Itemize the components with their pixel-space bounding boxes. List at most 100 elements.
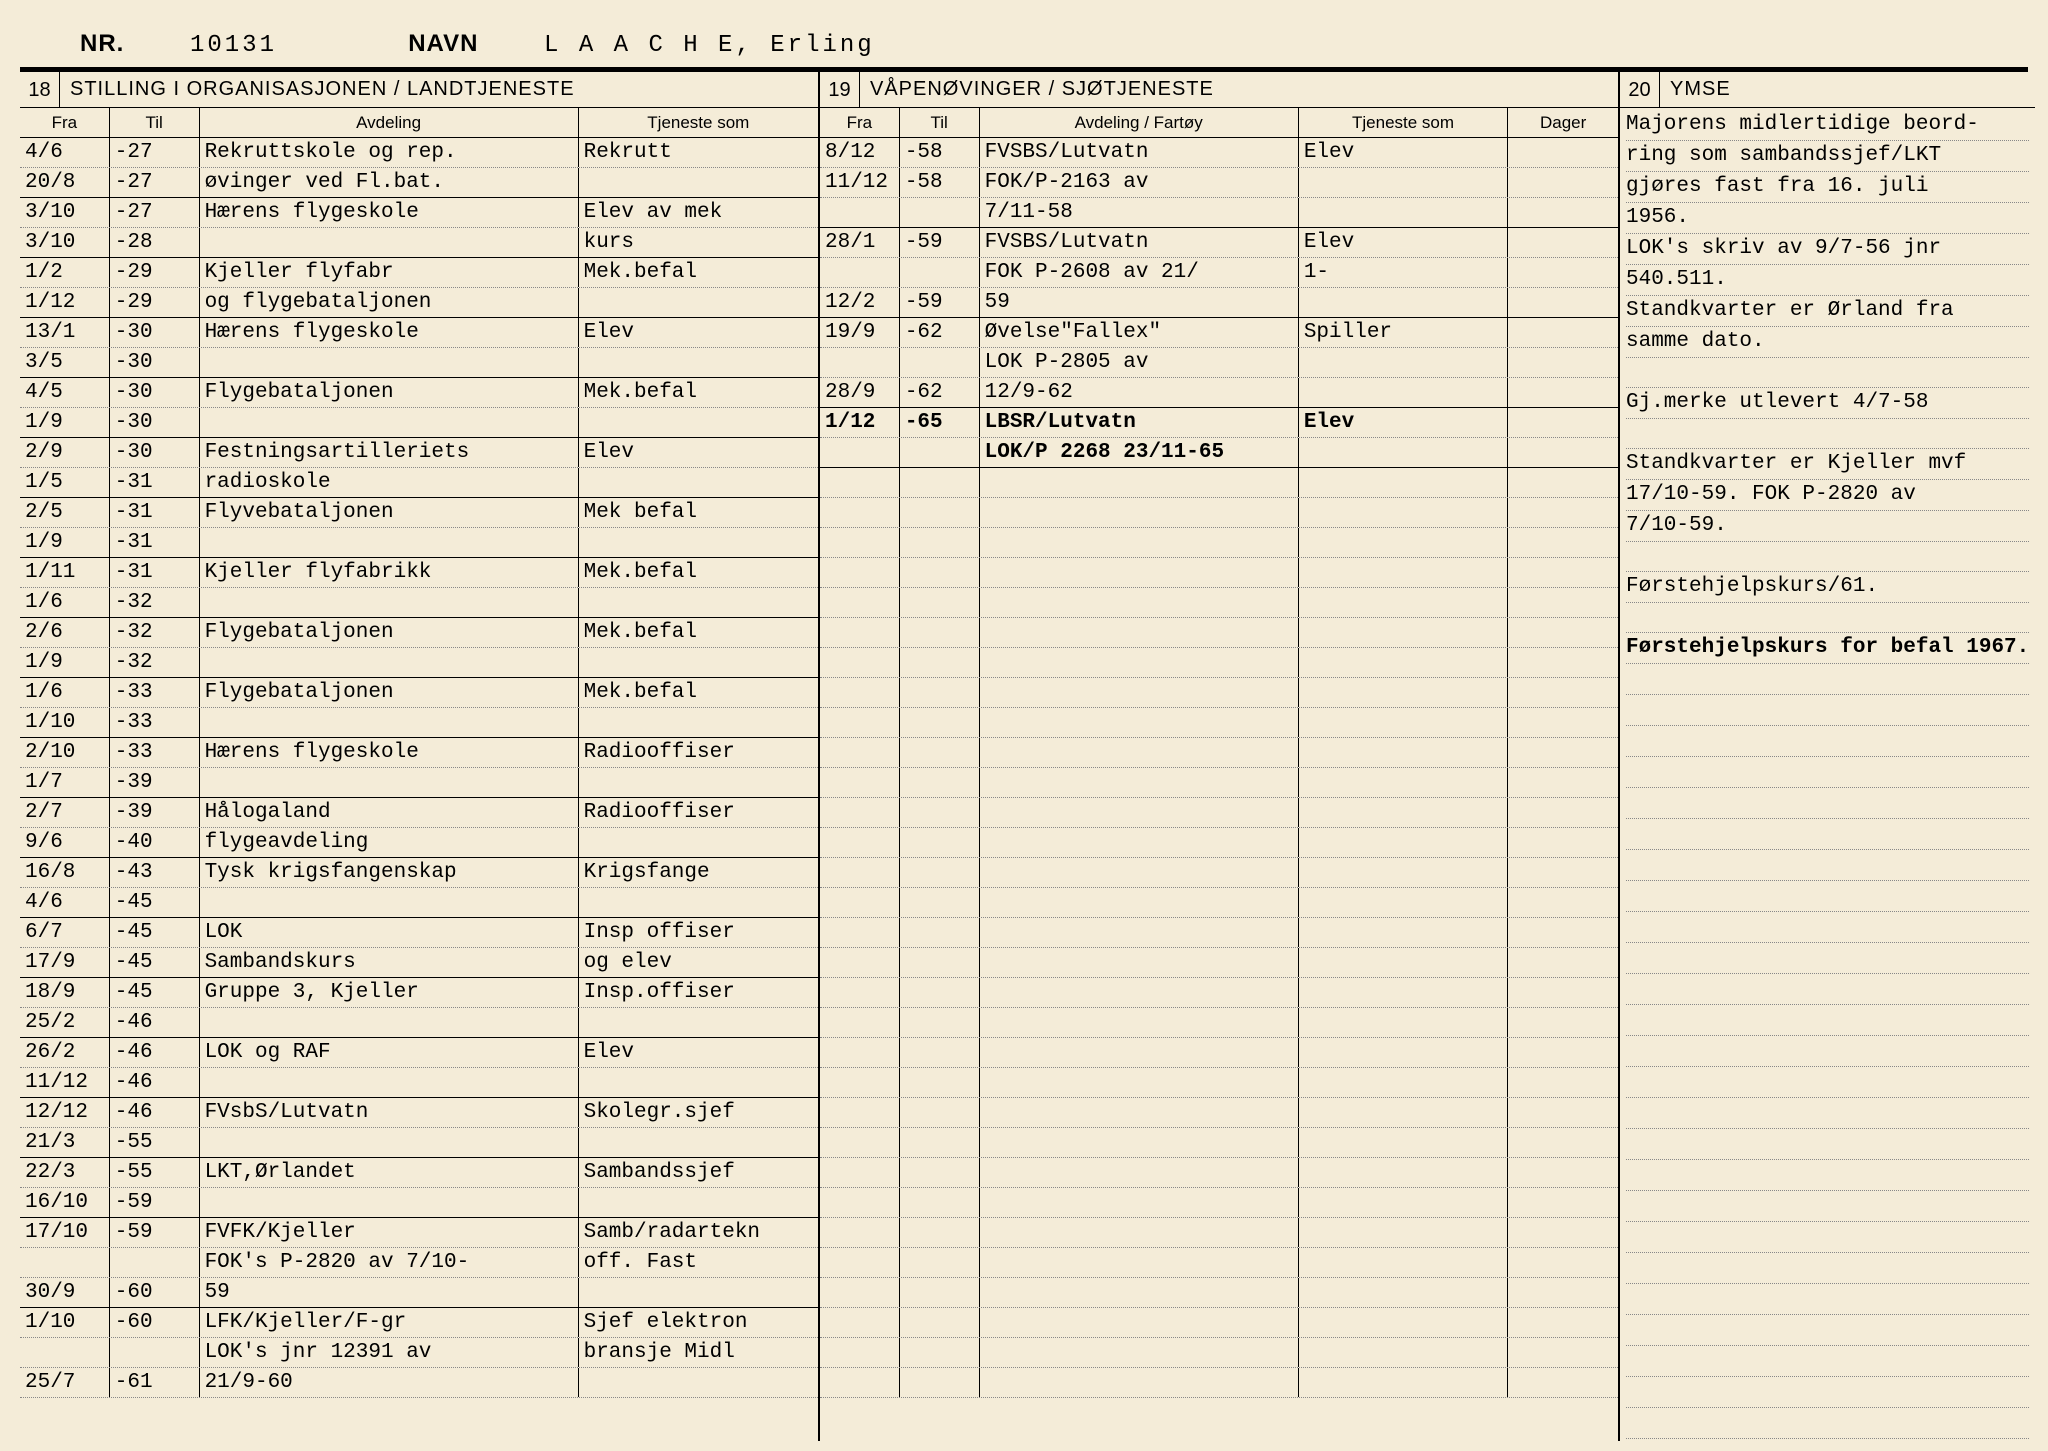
nr-label: NR.: [80, 30, 124, 57]
cell-fra: [820, 258, 900, 287]
cell-til: -29: [110, 258, 200, 287]
note-line: [1626, 1315, 2029, 1346]
cell-fra: 22/3: [20, 1158, 110, 1187]
cell-fra: 1/11: [20, 558, 110, 587]
cell-fra: 1/6: [20, 678, 110, 707]
cell-tjeneste: Mek.befal: [579, 558, 818, 587]
note-line: [1626, 819, 2029, 850]
table-row: [820, 1098, 1618, 1128]
cell-fra: [20, 1248, 110, 1277]
note-line: [1626, 1377, 2029, 1408]
cell-tjeneste: Elev: [1299, 228, 1508, 257]
cell-avdeling: Kjeller flyfabr: [200, 258, 579, 287]
record-header: NR. 10131 NAVN L A A C H E, Erling: [80, 30, 2028, 59]
cell-dager: [1508, 168, 1618, 197]
table-row: LOK's jnr 12391 avbransje Midl: [20, 1338, 818, 1368]
cell-avdeling: LFK/Kjeller/F-gr: [200, 1308, 579, 1337]
section-20-notes: Majorens midlertidige beord-ring som sam…: [1620, 108, 2035, 1441]
note-line: [1626, 1284, 2029, 1315]
section-18: 18 STILLING I ORGANISASJONEN / LANDTJENE…: [20, 72, 820, 1441]
note-line: [1626, 664, 2029, 695]
table-row: 4/6-45: [20, 888, 818, 918]
cell-til: -46: [110, 1008, 200, 1037]
table-row: 2/10-33Hærens flygeskoleRadiooffiser: [20, 738, 818, 768]
section-20-title: YMSE: [1660, 78, 1731, 101]
cell-fra: 4/5: [20, 378, 110, 407]
table-row: [820, 1278, 1618, 1308]
cell-til: [900, 258, 980, 287]
cell-til: -28: [110, 228, 200, 257]
cell-til: -65: [900, 408, 980, 437]
table-row: [820, 678, 1618, 708]
cell-avdeling: LOK og RAF: [200, 1038, 579, 1067]
cell-avdeling: FVSBS/Lutvatn: [980, 228, 1299, 257]
cell-avdeling: LOK: [200, 918, 579, 947]
cell-til: [110, 1338, 200, 1367]
table-row: FOK's P-2820 av 7/10-off. Fast: [20, 1248, 818, 1278]
cell-tjeneste: Elev: [579, 318, 818, 347]
cell-til: -59: [110, 1218, 200, 1247]
cell-tjeneste: Insp.offiser: [579, 978, 818, 1007]
cell-fra: 1/9: [20, 648, 110, 677]
cell-avdeling: [200, 1068, 579, 1097]
cell-tjeneste: [579, 168, 818, 197]
cell-avdeling: Hærens flygeskole: [200, 318, 579, 347]
cell-til: -27: [110, 168, 200, 197]
table-row: 1/12-29og flygebataljonen: [20, 288, 818, 318]
cell-fra: 3/5: [20, 348, 110, 377]
cell-avdeling: FOK's P-2820 av 7/10-: [200, 1248, 579, 1277]
table-row: [820, 588, 1618, 618]
cell-tjeneste: Elev: [579, 438, 818, 467]
cell-fra: 6/7: [20, 918, 110, 947]
cell-tjeneste: [579, 408, 818, 437]
table-row: 1/9-30: [20, 408, 818, 438]
cell-tjeneste: [579, 828, 818, 857]
cell-dager: [1508, 138, 1618, 167]
cell-avdeling: LBSR/Lutvatn: [980, 408, 1299, 437]
cell-fra: 2/9: [20, 438, 110, 467]
cell-fra: 1/12: [20, 288, 110, 317]
table-row: [820, 768, 1618, 798]
cell-fra: 1/7: [20, 768, 110, 797]
cell-til: -30: [110, 348, 200, 377]
cell-til: -33: [110, 738, 200, 767]
note-line: [1626, 358, 2029, 388]
cell-fra: 17/10: [20, 1218, 110, 1247]
cell-tjeneste: Radiooffiser: [579, 798, 818, 827]
col-fra: Fra: [20, 108, 110, 137]
cell-dager: [1508, 378, 1618, 407]
cell-fra: 2/5: [20, 498, 110, 527]
table-row: [820, 858, 1618, 888]
cell-avdeling: [200, 888, 579, 917]
cell-til: -45: [110, 978, 200, 1007]
cell-til: -60: [110, 1278, 200, 1307]
section-19: 19 VÅPENØVINGER / SJØTJENESTE Fra Til Av…: [820, 72, 1620, 1441]
table-row: [820, 1038, 1618, 1068]
table-row: 1/12-65LBSR/LutvatnElev: [820, 408, 1618, 438]
cell-fra: [20, 1338, 110, 1367]
cell-tjeneste: Elev: [1299, 408, 1508, 437]
note-line: [1626, 1222, 2029, 1253]
cell-tjeneste: [579, 468, 818, 497]
table-row: 2/7-39HålogalandRadiooffiser: [20, 798, 818, 828]
table-row: FOK P-2608 av 21/1-: [820, 258, 1618, 288]
cell-avdeling: Rekruttskole og rep.: [200, 138, 579, 167]
nr-value: 10131: [190, 32, 277, 59]
cell-fra: 30/9: [20, 1278, 110, 1307]
cell-avdeling: radioskole: [200, 468, 579, 497]
cell-tjeneste: Samb/radartekn: [579, 1218, 818, 1247]
cell-tjeneste: Mek.befal: [579, 378, 818, 407]
cell-avdeling: [200, 1128, 579, 1157]
cell-til: -62: [900, 378, 980, 407]
table-row: 22/3-55LKT,ØrlandetSambandssjef: [20, 1158, 818, 1188]
cell-fra: 17/9: [20, 948, 110, 977]
cell-avdeling: LOK P-2805 av: [980, 348, 1299, 377]
table-row: 18/9-45Gruppe 3, KjellerInsp.offiser: [20, 978, 818, 1008]
cell-avdeling: FVFK/Kjeller: [200, 1218, 579, 1247]
cell-til: -30: [110, 438, 200, 467]
cell-tjeneste: [1299, 438, 1508, 467]
table-row: 4/5-30FlygebataljonenMek.befal: [20, 378, 818, 408]
cell-dager: [1508, 198, 1618, 227]
table-row: 3/10-27Hærens flygeskoleElev av mek: [20, 198, 818, 228]
table-row: 20/8-27øvinger ved Fl.bat.: [20, 168, 818, 198]
